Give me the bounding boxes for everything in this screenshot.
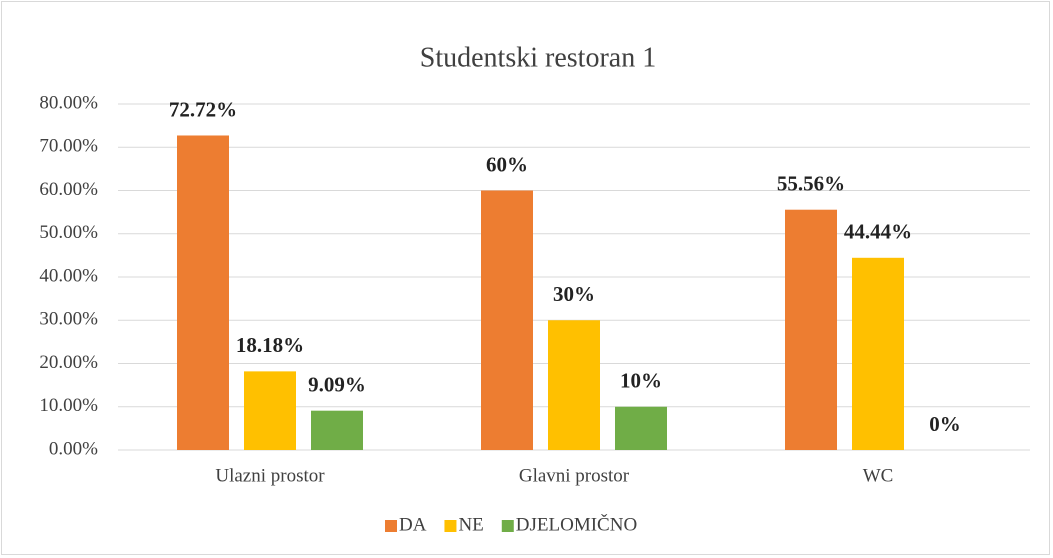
bar xyxy=(785,209,837,450)
y-tick-label: 80.00% xyxy=(39,92,98,113)
value-label: 44.44% xyxy=(844,220,912,244)
bar xyxy=(852,257,904,450)
value-label: 60% xyxy=(486,152,528,176)
value-label: 30% xyxy=(553,282,595,306)
value-label: 55.56% xyxy=(777,172,845,196)
chart-title: Studentski restoran 1 xyxy=(420,42,656,73)
y-tick-label: 40.00% xyxy=(39,265,98,286)
y-tick-label: 30.00% xyxy=(39,309,98,330)
legend-swatch xyxy=(501,520,514,532)
value-label: 0% xyxy=(929,412,961,436)
x-tick-label: Ulazni prostor xyxy=(215,465,325,486)
y-tick-label: 0.00% xyxy=(49,438,98,459)
legend-label: DA xyxy=(399,514,427,535)
value-label: 10% xyxy=(620,369,662,393)
y-tick-label: 10.00% xyxy=(39,395,98,416)
bar xyxy=(177,135,229,450)
x-tick-label: Glavni prostor xyxy=(519,465,630,486)
legend-label: NE xyxy=(458,514,483,535)
value-label: 9.09% xyxy=(308,372,366,396)
bar xyxy=(311,410,363,450)
legend-swatch xyxy=(444,520,457,532)
value-label: 18.18% xyxy=(236,333,304,357)
bar xyxy=(481,190,533,450)
y-tick-label: 50.00% xyxy=(39,222,98,243)
y-tick-label: 70.00% xyxy=(39,136,98,157)
y-tick-label: 20.00% xyxy=(39,352,98,373)
x-tick-label: WC xyxy=(863,465,894,486)
y-tick-label: 60.00% xyxy=(39,179,98,200)
bar xyxy=(244,371,296,450)
value-label: 72.72% xyxy=(169,97,237,121)
legend-label: DJELOMIČNO xyxy=(516,513,637,535)
legend-swatch xyxy=(385,520,397,532)
bar xyxy=(548,320,600,450)
bar xyxy=(615,406,667,450)
